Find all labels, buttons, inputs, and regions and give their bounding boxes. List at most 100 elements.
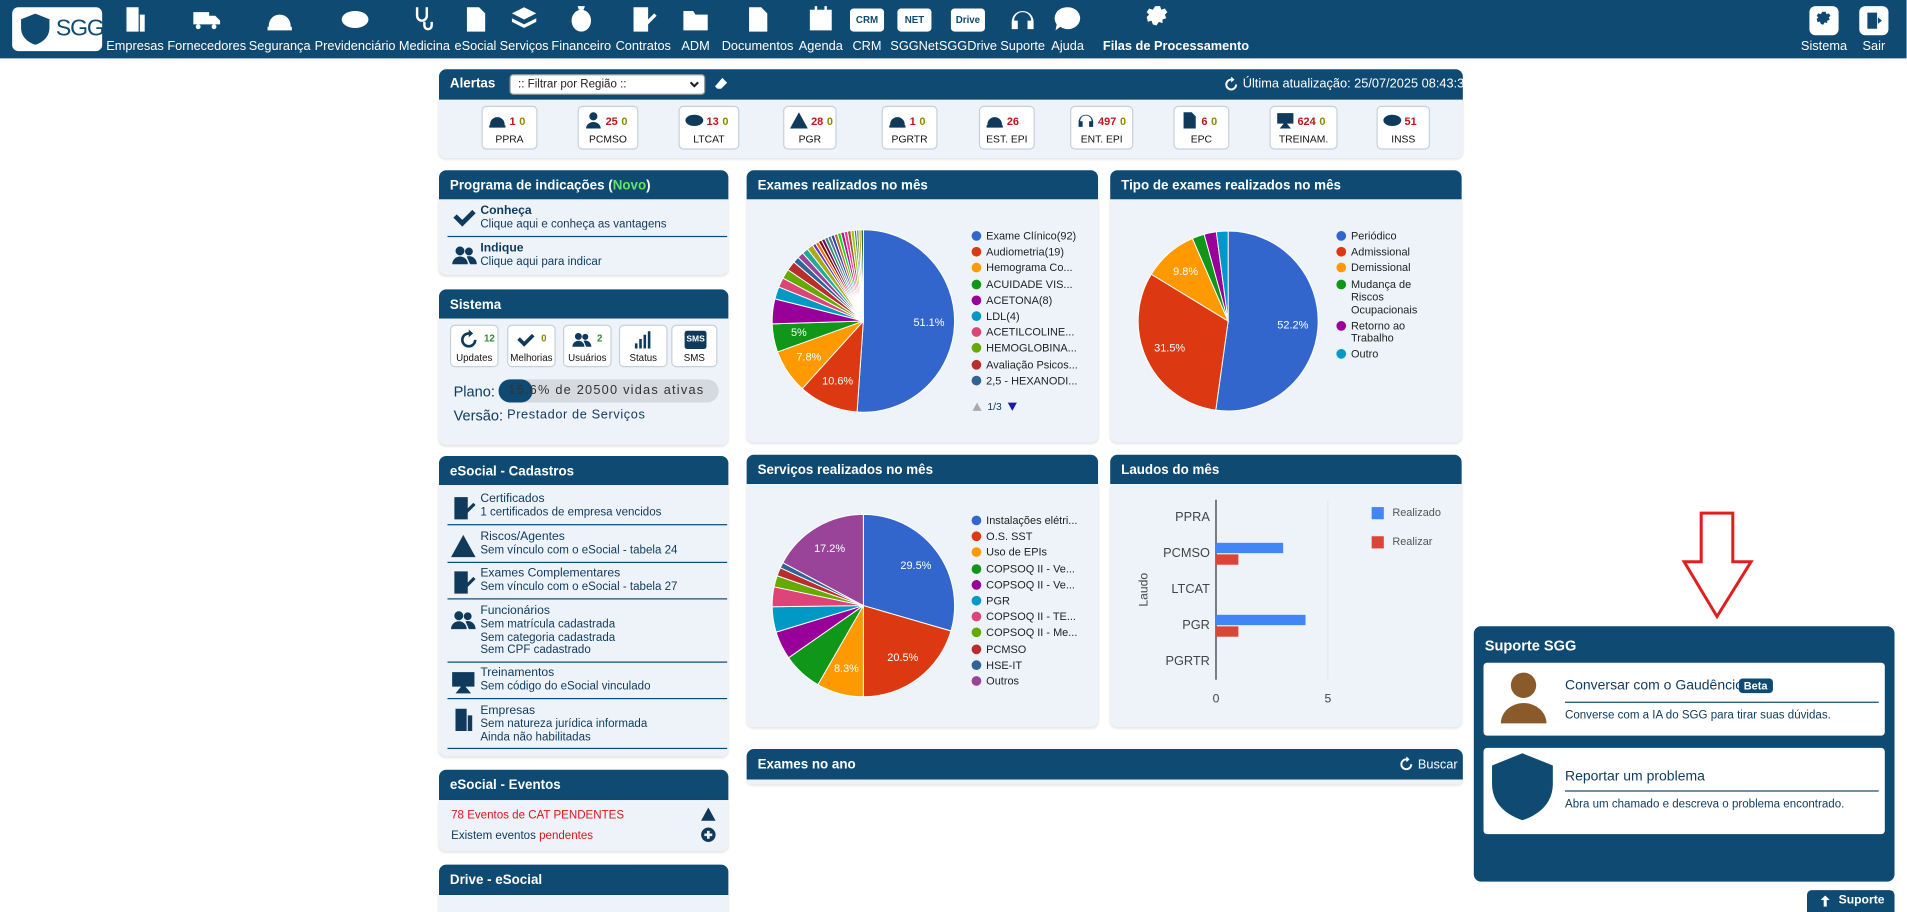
legend-text: Demissional xyxy=(1350,261,1411,275)
legend-swatch xyxy=(971,563,982,574)
panel-title: Sistema xyxy=(449,297,502,313)
nav-item[interactable]: NET SGGNet xyxy=(860,0,969,58)
alert-label: ENT. EPI xyxy=(1080,132,1123,145)
icon xyxy=(454,571,476,594)
alert-pending: 0 xyxy=(1119,115,1127,128)
nav-item[interactable]: Contratos xyxy=(589,0,698,58)
registry-item-title: Empresas xyxy=(480,704,536,718)
alert-count: 26 xyxy=(1006,115,1020,128)
nav-item[interactable]: Ajuda xyxy=(1013,0,1122,58)
nav-label: Previdenciário xyxy=(314,38,396,54)
alert-item[interactable]: 26 EST. EPI xyxy=(978,105,1035,150)
panel-header xyxy=(1110,454,1462,484)
legend-swatch xyxy=(1336,263,1347,273)
alert-pending: 0 xyxy=(621,115,628,128)
system-button[interactable]: SMS SMS xyxy=(671,324,718,368)
nav-item[interactable]: Medicina xyxy=(370,0,479,58)
alert-item[interactable]: 25 0 PCMSO xyxy=(577,105,639,150)
alert-item[interactable]: 28 0 PGR xyxy=(783,105,837,150)
alert-item[interactable]: 1 0 PPRA xyxy=(481,105,538,150)
legend-swatch xyxy=(1336,279,1347,289)
legend-text: PGR xyxy=(986,594,1010,607)
cat-pending[interactable]: 78 Eventos de CAT PENDENTES xyxy=(451,808,625,823)
legend-item: Demissional xyxy=(1336,262,1445,275)
nav-item[interactable]: Documentos xyxy=(703,0,812,58)
alert-label: PGRTR xyxy=(891,132,928,145)
legend-item: ACETILCOLINE... xyxy=(971,326,1081,339)
nav-item[interactable]: CRM CRM xyxy=(812,0,921,58)
nav-item[interactable]: Financeiro xyxy=(527,0,636,58)
icon-shape xyxy=(683,10,708,31)
nav-item[interactable]: Segurança xyxy=(225,0,334,58)
region-filter[interactable]: :: Filtrar por Região :: xyxy=(509,74,706,95)
nav-item[interactable]: Agenda xyxy=(766,0,875,58)
alert-item[interactable]: 497 0 ENT. EPI xyxy=(1070,105,1134,150)
icon-shape xyxy=(341,10,369,28)
icon-shape xyxy=(1146,6,1168,26)
nav-label: Segurança xyxy=(248,38,311,54)
nav-item[interactable]: Drive SGGDrive xyxy=(913,0,1022,58)
system-button[interactable]: 0 Melhorias xyxy=(507,324,556,368)
registry-item-text: Sem matrícula cadastrada xyxy=(480,617,616,632)
alert-counts: 51 xyxy=(1404,116,1416,128)
alert-item[interactable]: 1 0 PGRTR xyxy=(881,105,938,150)
alert-count: 1 xyxy=(509,115,516,128)
nav-icon-text: NET xyxy=(897,8,932,32)
icon xyxy=(1500,672,1547,724)
legend-text: Audiometria(19) xyxy=(986,245,1065,259)
nav-item[interactable]: eSocial xyxy=(421,0,530,58)
legend-swatch xyxy=(971,343,982,354)
nav-right-item[interactable]: Sistema xyxy=(1788,0,1861,58)
nav-item[interactable]: Fornecedores xyxy=(152,0,261,58)
alert-count: 1 xyxy=(909,115,916,128)
alert-item[interactable]: 51 INSS xyxy=(1376,105,1431,150)
icon xyxy=(466,7,486,32)
panel-body xyxy=(438,894,729,912)
alert-item[interactable]: 624 0 TREINAM. xyxy=(1269,105,1338,150)
alert-counts: 497 0 xyxy=(1098,116,1126,128)
exams-year-action[interactable]: Buscar xyxy=(1417,757,1458,773)
icon-shape xyxy=(451,611,476,630)
icon-shape xyxy=(489,117,506,128)
report-title: Reportar um problema xyxy=(1564,769,1705,785)
system-button[interactable]: 2 Usuários xyxy=(563,324,612,368)
nav-item[interactable]: Filas de Processamento xyxy=(1103,0,1249,58)
system-button[interactable]: 12 Updates xyxy=(449,324,499,368)
system-button[interactable]: Status xyxy=(618,324,668,368)
legend-text: ACUIDADE VIS... xyxy=(986,277,1073,291)
nav-label: Contratos xyxy=(615,38,671,54)
nav-item[interactable]: Previdenciário xyxy=(300,0,409,58)
support-button[interactable]: Suporte xyxy=(1806,890,1895,912)
nav-item[interactable]: ADM xyxy=(641,0,750,58)
events-line[interactable]: Existem eventos pendentes xyxy=(451,829,593,842)
alert-item[interactable]: 6 0 EPC xyxy=(1173,105,1230,150)
separator xyxy=(447,235,728,238)
icon-shape xyxy=(1383,114,1402,127)
alert-item[interactable]: 13 0 LTCAT xyxy=(678,105,740,150)
registry-item-title: Riscos/Agentes xyxy=(480,530,565,544)
nav-item[interactable]: Empresas xyxy=(80,0,189,58)
support-card[interactable] xyxy=(1483,662,1885,736)
panel-title: Tipo de exames realizados no mês xyxy=(1121,178,1341,194)
icon xyxy=(571,6,592,32)
icon-shape xyxy=(454,497,476,520)
icon xyxy=(986,117,1003,128)
legend-swatch xyxy=(971,327,982,337)
nav-item[interactable]: Suporte xyxy=(968,0,1077,58)
referral-badge: Novo xyxy=(612,178,647,194)
nav-item[interactable]: Serviços xyxy=(469,0,578,58)
icon xyxy=(1183,112,1196,129)
chat-badge: Beta xyxy=(1738,678,1773,694)
nav-label: Agenda xyxy=(798,38,843,54)
nav-label: Medicina xyxy=(398,38,450,54)
panel-title: Exames no ano xyxy=(757,757,856,773)
referral-item-text: Clique aqui para indicar xyxy=(480,255,602,269)
icon xyxy=(1492,753,1553,821)
icon xyxy=(451,611,476,630)
logo[interactable]: SGG xyxy=(12,7,105,52)
icon-shape xyxy=(1820,895,1830,907)
alert-counts: 28 0 xyxy=(811,116,833,128)
nav-right-item[interactable]: Sair xyxy=(1837,0,1906,58)
